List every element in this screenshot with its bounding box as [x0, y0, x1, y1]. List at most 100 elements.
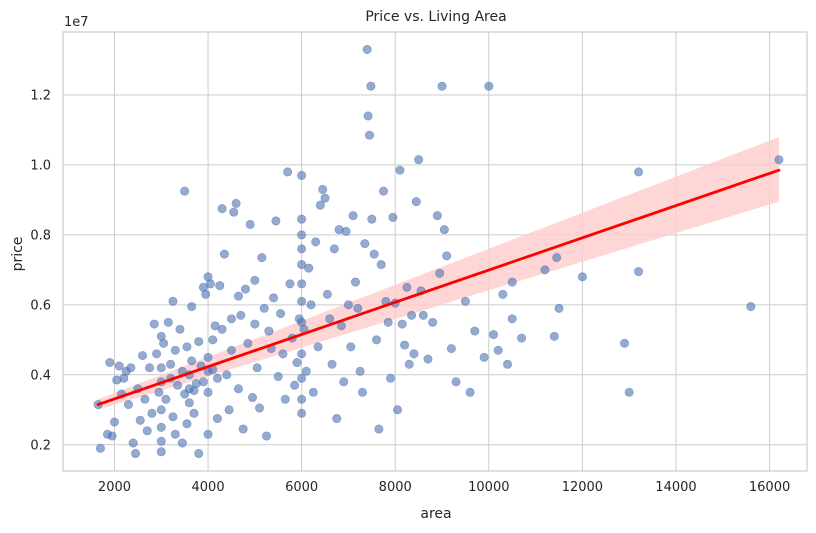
y-axis-label: price	[10, 237, 26, 272]
data-point	[271, 216, 281, 226]
data-point	[156, 447, 166, 457]
x-tick-labels: 2000 4000 6000 8000 10000 12000 14000 16000	[98, 480, 790, 495]
data-point	[634, 267, 644, 277]
data-point	[395, 165, 405, 175]
data-point	[493, 345, 503, 355]
y-tick-labels: 0.2 0.4 0.6 0.8 1.0 1.2	[30, 88, 51, 453]
data-point	[131, 449, 141, 459]
data-point	[332, 414, 342, 424]
data-point	[439, 225, 449, 235]
data-point	[400, 340, 410, 350]
data-point	[145, 363, 155, 373]
regression-line	[96, 168, 781, 406]
data-point	[217, 324, 227, 334]
data-point	[366, 81, 376, 91]
data-point	[203, 387, 213, 397]
data-point	[149, 319, 159, 329]
data-point	[418, 310, 428, 320]
data-points-layer	[93, 44, 784, 459]
data-point	[233, 291, 243, 301]
data-point	[620, 338, 630, 348]
data-point	[168, 412, 178, 422]
data-point	[297, 394, 307, 404]
data-point	[297, 408, 307, 418]
data-point	[327, 359, 337, 369]
data-point	[280, 394, 290, 404]
data-point	[262, 431, 272, 441]
data-point	[363, 111, 373, 121]
chart-title: Price vs. Living Area	[365, 9, 506, 25]
data-point	[432, 211, 442, 221]
data-point	[180, 186, 190, 196]
data-point	[156, 422, 166, 432]
data-point	[138, 351, 148, 361]
data-point	[215, 281, 225, 291]
data-point	[255, 403, 265, 413]
data-point	[226, 314, 236, 324]
x-axis-label: area	[420, 506, 451, 522]
data-point	[367, 214, 377, 224]
data-point	[554, 303, 564, 313]
data-point	[177, 438, 187, 448]
data-point	[285, 279, 295, 289]
data-point	[114, 361, 124, 371]
data-point	[460, 296, 470, 306]
data-point	[159, 338, 169, 348]
data-point	[348, 211, 358, 221]
data-point	[297, 244, 307, 254]
data-point	[156, 405, 166, 415]
data-point	[393, 405, 403, 415]
data-point	[252, 363, 262, 373]
data-point	[156, 436, 166, 446]
data-point	[182, 342, 192, 352]
data-point	[243, 338, 253, 348]
data-point	[208, 335, 218, 345]
y-tick-label: 0.8	[30, 228, 51, 243]
data-point	[229, 207, 239, 217]
data-point	[379, 186, 389, 196]
data-point	[297, 296, 307, 306]
data-point	[290, 380, 300, 390]
data-point	[276, 309, 286, 319]
data-point	[484, 81, 494, 91]
data-point	[304, 263, 314, 273]
data-point	[322, 289, 332, 299]
data-point	[198, 377, 208, 387]
data-point	[248, 393, 258, 403]
data-point	[350, 277, 360, 287]
data-point	[746, 302, 756, 312]
data-point	[315, 200, 325, 210]
data-point	[156, 363, 166, 373]
x-tick-label: 14000	[655, 480, 696, 495]
data-point	[320, 193, 330, 203]
data-point	[442, 251, 452, 261]
data-point	[187, 356, 197, 366]
data-point	[219, 249, 229, 259]
data-point	[355, 366, 365, 376]
data-point	[437, 81, 447, 91]
x-tick-label: 8000	[379, 480, 412, 495]
data-point	[297, 373, 307, 383]
y-tick-label: 0.2	[30, 438, 51, 453]
data-point	[407, 310, 417, 320]
data-point	[552, 253, 562, 263]
data-point	[273, 372, 283, 382]
data-point	[376, 260, 386, 270]
data-point	[388, 212, 398, 222]
data-point	[236, 310, 246, 320]
data-point	[212, 414, 222, 424]
data-point	[357, 387, 367, 397]
data-point	[124, 400, 134, 410]
data-point	[161, 394, 171, 404]
data-point	[105, 358, 115, 368]
data-point	[154, 387, 164, 397]
data-point	[577, 272, 587, 282]
data-point	[479, 352, 489, 362]
data-point	[353, 303, 363, 313]
data-point	[212, 373, 222, 383]
data-point	[201, 289, 211, 299]
data-point	[397, 319, 407, 329]
x-tick-label: 12000	[562, 480, 603, 495]
